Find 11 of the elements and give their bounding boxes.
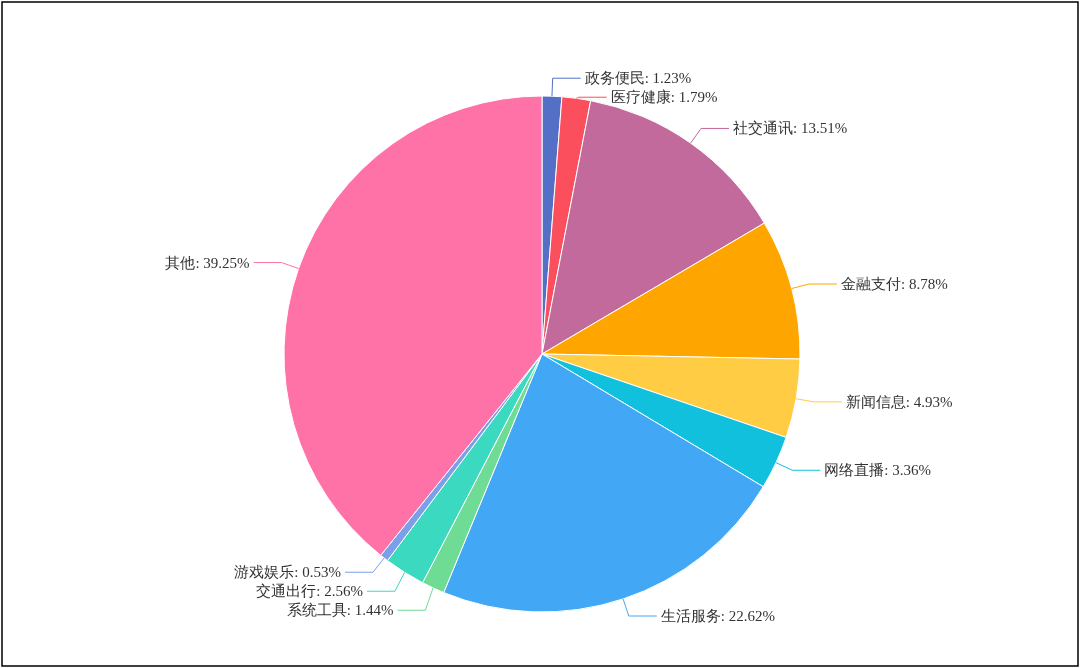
slice-label: 政务便民: 1.23% — [584, 70, 692, 87]
slice-label: 其他: 39.25% — [165, 254, 250, 271]
slice-label: 生活服务: 22.62% — [660, 608, 775, 625]
slice-label: 新闻信息: 4.93% — [845, 393, 953, 410]
slice-label: 社交通讯: 13.51% — [733, 120, 848, 137]
slice-label: 医疗健康: 1.79% — [610, 89, 718, 106]
slice-label: 金融支付: 8.78% — [840, 276, 948, 293]
slice-label: 游戏娱乐: 0.53% — [234, 564, 342, 581]
slice-label: 系统工具: 1.44% — [286, 602, 394, 619]
slice-label: 网络直播: 3.36% — [824, 462, 931, 479]
slice-label: 交通出行: 2.56% — [256, 583, 363, 600]
